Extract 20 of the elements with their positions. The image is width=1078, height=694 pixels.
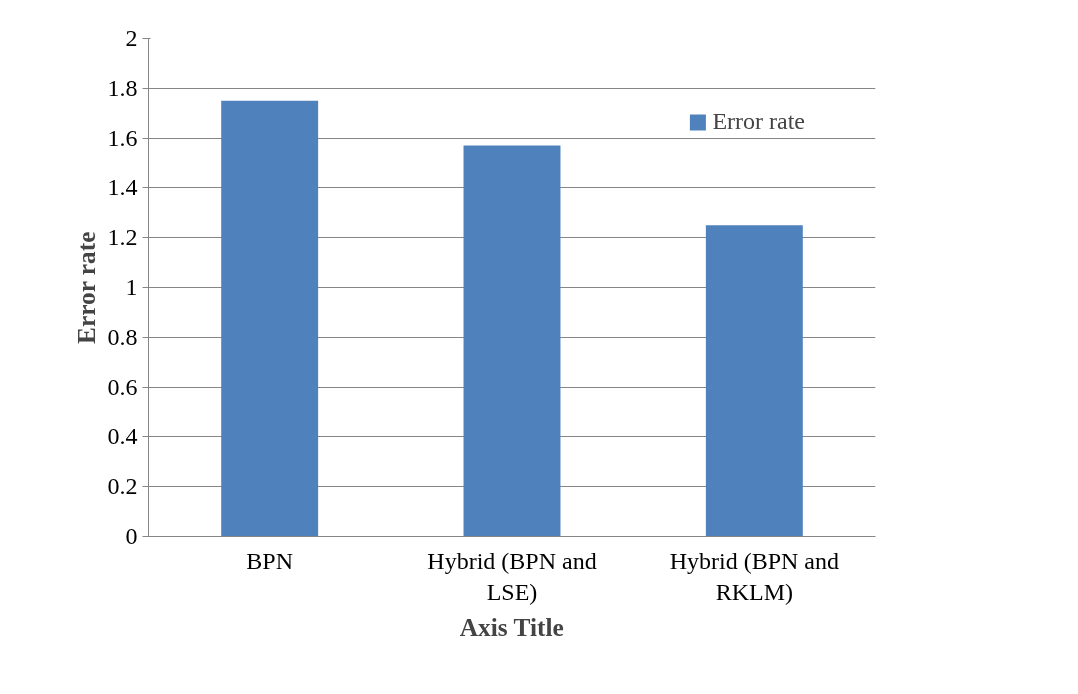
bar	[705, 225, 803, 537]
x-tick-label: BPN	[246, 547, 294, 574]
y-axis-title: Error rate	[71, 231, 100, 344]
y-tick-label: 1.8	[107, 74, 138, 101]
y-tick-label: 0	[125, 523, 138, 549]
x-tick-label: Hybrid (BPN and RKLM)	[669, 547, 839, 605]
bar	[463, 145, 561, 537]
y-tick-label: 1	[125, 274, 138, 300]
y-tick-label: 0.6	[107, 373, 138, 400]
y-tick-label: 0.2	[107, 473, 138, 500]
bar	[221, 100, 319, 537]
x-tick-label: Hybrid (BPN and LSE)	[427, 547, 597, 605]
y-tick-label: 1.4	[107, 174, 138, 201]
legend-label: Error rate	[712, 108, 805, 135]
y-tick-label: 1.6	[107, 124, 138, 151]
x-axis-title: Axis Title	[459, 612, 564, 641]
y-tick-label: 2	[125, 25, 138, 51]
y-tick-label: 0.8	[107, 323, 138, 350]
y-tick-label: 1.2	[107, 224, 138, 251]
y-tick-label: 0.4	[107, 423, 138, 450]
